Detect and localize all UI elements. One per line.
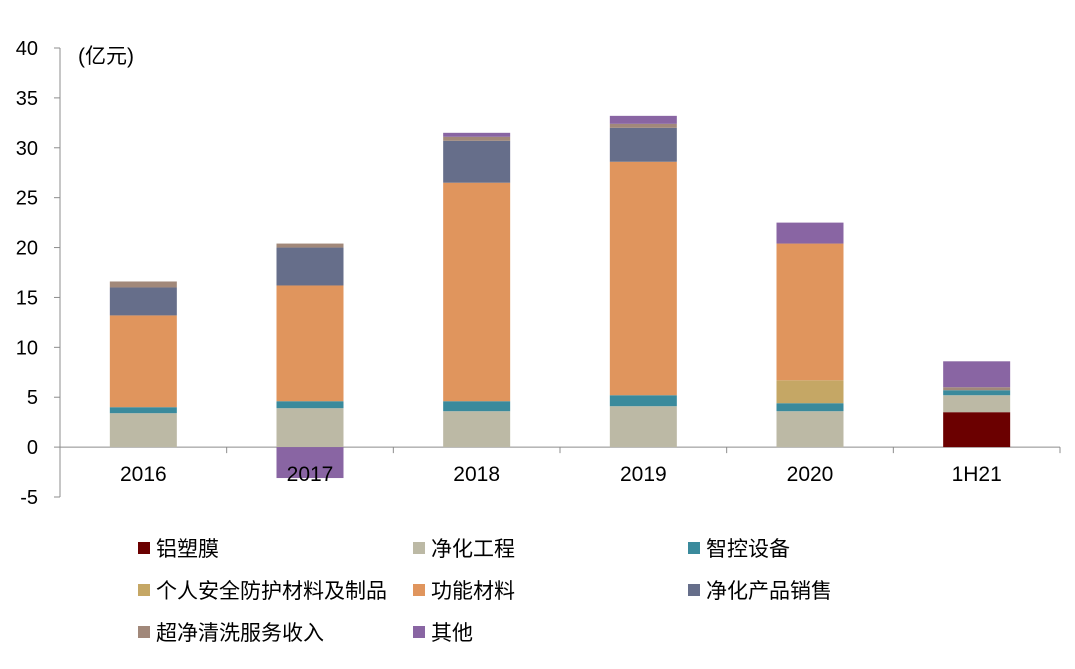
bar-segment <box>276 401 344 409</box>
bar-segment <box>609 406 677 448</box>
x-tick-label: 1H21 <box>952 463 1002 486</box>
legend-label: 超净清洗服务收入 <box>156 622 324 645</box>
bar-segment <box>943 412 1011 448</box>
legend-label: 其他 <box>431 622 473 645</box>
bar-segment <box>776 222 844 244</box>
legend-swatch <box>413 584 425 596</box>
bar-segment <box>609 161 677 396</box>
bar-segment <box>943 395 1011 413</box>
legend-swatch <box>413 626 425 638</box>
x-tick-label: 2020 <box>787 463 834 486</box>
legend-label: 铝塑膜 <box>156 538 219 561</box>
legend-label: 净化产品销售 <box>706 580 832 603</box>
x-tick-label: 2019 <box>620 463 667 486</box>
legend-swatch <box>138 584 150 596</box>
axes <box>54 47 1061 498</box>
bar-segment <box>776 403 844 412</box>
y-tick-label: 5 <box>27 387 38 409</box>
legend-swatch <box>138 542 150 554</box>
unit-label: (亿元) <box>78 45 134 68</box>
legend-label: 净化工程 <box>431 538 515 561</box>
legend-swatch <box>688 542 700 554</box>
bar-segment <box>776 243 844 381</box>
bar-segment <box>443 132 511 137</box>
legend-label: 功能材料 <box>431 580 515 603</box>
legend-swatch <box>138 626 150 638</box>
y-tick-label: 30 <box>16 138 38 160</box>
x-tick-label: 2017 <box>287 463 334 486</box>
bar-segment <box>443 401 511 412</box>
legend-label: 个人安全防护材料及制品 <box>156 580 387 603</box>
bars <box>109 115 1011 479</box>
y-tick-label: -5 <box>20 487 38 509</box>
bar-segment <box>943 387 1011 391</box>
bar-segment <box>609 395 677 407</box>
bar-segment <box>109 407 177 414</box>
x-tick-label: 2018 <box>453 463 500 486</box>
bar-segment <box>109 281 177 288</box>
y-tick-label: 10 <box>16 337 38 359</box>
bar-segment <box>443 411 511 448</box>
bar-segment <box>943 361 1011 388</box>
axis-labels: -5 0 5 10 15 20 25 30 35 40 2016 2017 2018 2019 2020 1H… <box>16 38 1002 509</box>
bar-segment <box>609 123 677 128</box>
bar-segment <box>276 285 344 402</box>
bar-segment <box>776 380 844 404</box>
bar-segment <box>609 127 677 162</box>
bar-segment <box>109 315 177 408</box>
y-tick-label: 15 <box>16 287 38 309</box>
legend-label: 智控设备 <box>706 538 790 561</box>
y-tick-label: 40 <box>16 38 38 60</box>
bar-segment <box>276 243 344 248</box>
bar-segment <box>109 287 177 316</box>
legend-swatch <box>413 542 425 554</box>
bar-segment <box>443 136 511 141</box>
x-tick-label: 2016 <box>120 463 167 486</box>
y-tick-label: 35 <box>16 88 38 110</box>
bar-segment <box>443 182 511 402</box>
legend-swatch <box>688 584 700 596</box>
y-tick-label: 20 <box>16 238 38 260</box>
bar-segment <box>109 413 177 448</box>
bar-segment <box>443 140 511 183</box>
y-tick-label: 25 <box>16 188 38 210</box>
bar-segment <box>609 115 677 124</box>
bar-segment <box>276 247 344 286</box>
y-tick-label: 0 <box>27 437 38 459</box>
bar-segment <box>943 390 1011 396</box>
bar-segment <box>776 411 844 448</box>
bar-segment <box>276 447 344 479</box>
bar-segment <box>276 408 344 448</box>
